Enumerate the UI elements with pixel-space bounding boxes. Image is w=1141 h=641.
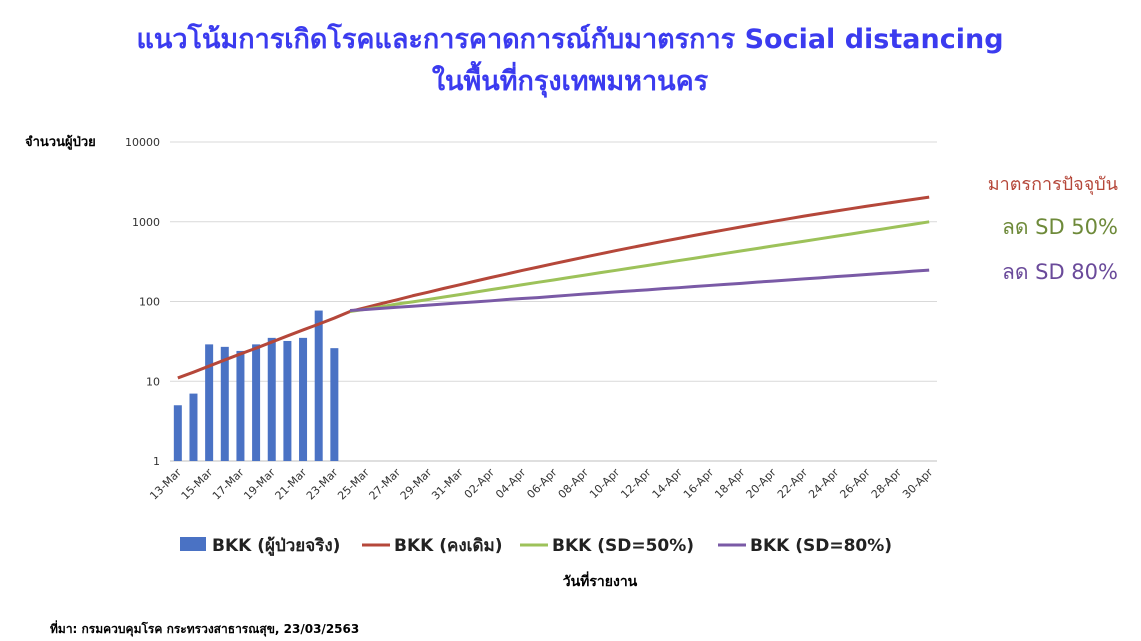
x-tick-label: 16-Apr: [681, 466, 717, 502]
x-tick-label: 06-Apr: [524, 466, 560, 502]
bar: [173, 405, 182, 461]
bar: [252, 344, 261, 461]
x-tick-label: 25-Mar: [335, 466, 372, 503]
bar: [220, 346, 229, 461]
x-tick-label: 02-Apr: [462, 466, 498, 502]
bar: [330, 348, 339, 461]
x-tick-label: 24-Apr: [806, 466, 842, 502]
x-tick-label: 18-Apr: [712, 466, 748, 502]
x-tick-label: 30-Apr: [900, 466, 936, 502]
x-tick-label: 04-Apr: [493, 466, 529, 502]
x-tick-label: 31-Mar: [429, 466, 466, 503]
bar: [189, 393, 198, 461]
x-tick-label: 19-Mar: [241, 466, 278, 503]
x-tick-label: 13-Mar: [147, 466, 184, 503]
legend-label: BKK (SD=50%): [552, 536, 694, 556]
x-tick-label: 27-Mar: [367, 466, 404, 503]
legend-label: BKK (คงเดิม): [394, 536, 503, 556]
legend-label: BKK (SD=80%): [750, 536, 892, 556]
legend-label: BKK (ผู้ป่วยจริง): [212, 536, 340, 557]
x-tick-label: 21-Mar: [273, 466, 310, 503]
x-tick-label: 26-Apr: [837, 466, 873, 502]
x-tick-label: 14-Apr: [650, 466, 686, 502]
x-tick-label: 28-Apr: [869, 466, 905, 502]
line: [349, 220, 930, 313]
x-tick-label: 15-Mar: [179, 466, 216, 503]
x-tick-label: 29-Mar: [398, 466, 435, 503]
y-tick-label: 10: [146, 375, 160, 388]
bar: [283, 340, 292, 461]
y-tick-label: 10000: [125, 136, 160, 149]
x-tick-label: 10-Apr: [587, 466, 623, 502]
annotation: มาตรการปัจจุบัน: [988, 174, 1118, 195]
y-axis-label: จำนวนผู้ป่วย: [25, 134, 96, 150]
x-tick-label: 20-Apr: [744, 466, 780, 502]
y-tick-label: 100: [139, 296, 160, 309]
line: [177, 195, 930, 380]
y-tick-label: 1: [153, 455, 160, 468]
bar: [205, 344, 214, 461]
bar: [314, 310, 323, 461]
x-tick-label: 08-Apr: [556, 466, 592, 502]
source-note: ที่มา: กรมควบคุมโรค กระทรวงสาธารณสุข, 23…: [50, 620, 359, 637]
x-tick-label: 17-Mar: [210, 466, 247, 503]
chart-subtitle: ในพื้นที่กรุงเทพมหานคร: [432, 60, 709, 98]
legend-swatch: [180, 537, 206, 551]
x-tick-label: 23-Mar: [304, 466, 341, 503]
x-tick-label: 12-Apr: [618, 466, 654, 502]
annotation: ลด SD 50%: [1002, 215, 1118, 239]
x-tick-label: 22-Apr: [775, 466, 811, 502]
y-tick-label: 1000: [132, 216, 160, 229]
chart-title: แนวโน้มการเกิดโรคและการคาดการณ์กับมาตรกา…: [136, 22, 1003, 55]
bar: [299, 337, 308, 461]
annotation: ลด SD 80%: [1002, 260, 1118, 284]
line: [349, 268, 930, 313]
x-axis-label: วันที่รายงาน: [563, 571, 638, 590]
bar: [236, 350, 245, 461]
bar: [267, 337, 276, 461]
